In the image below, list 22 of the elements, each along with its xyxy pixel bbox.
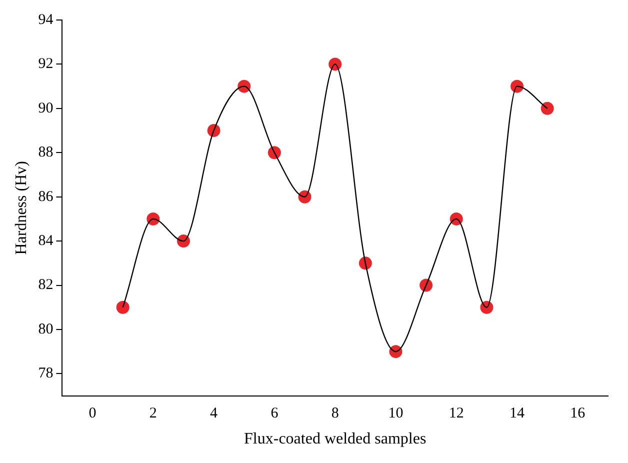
x-tick-label: 12 bbox=[448, 406, 464, 422]
y-tick-label: 94 bbox=[38, 12, 54, 28]
x-tick-label: 2 bbox=[149, 406, 157, 422]
x-tick-label: 10 bbox=[388, 406, 404, 422]
y-tick-label: 80 bbox=[38, 321, 54, 338]
y-tick-label: 86 bbox=[38, 188, 54, 205]
x-tick-label: 6 bbox=[270, 406, 279, 422]
y-tick-label: 88 bbox=[38, 144, 54, 161]
y-axis-title: Hardness (Hv) bbox=[12, 161, 30, 255]
point bbox=[116, 300, 130, 314]
x-tick-label: 8 bbox=[331, 406, 339, 422]
x-tick-label: 16 bbox=[570, 406, 586, 422]
x-tick-label: 14 bbox=[510, 406, 526, 422]
y-tick-label: 90 bbox=[38, 100, 54, 116]
y-tick-label: 82 bbox=[38, 277, 54, 294]
x-axis-title: Flux-coated welded samples bbox=[244, 430, 426, 448]
y-tick-label: 78 bbox=[38, 366, 54, 382]
y-tick-label: 84 bbox=[38, 232, 54, 249]
x-tick-label: 4 bbox=[210, 406, 218, 422]
x-tick-label: 0 bbox=[88, 406, 96, 422]
y-tick-label: 92 bbox=[38, 56, 54, 72]
point bbox=[540, 102, 554, 115]
